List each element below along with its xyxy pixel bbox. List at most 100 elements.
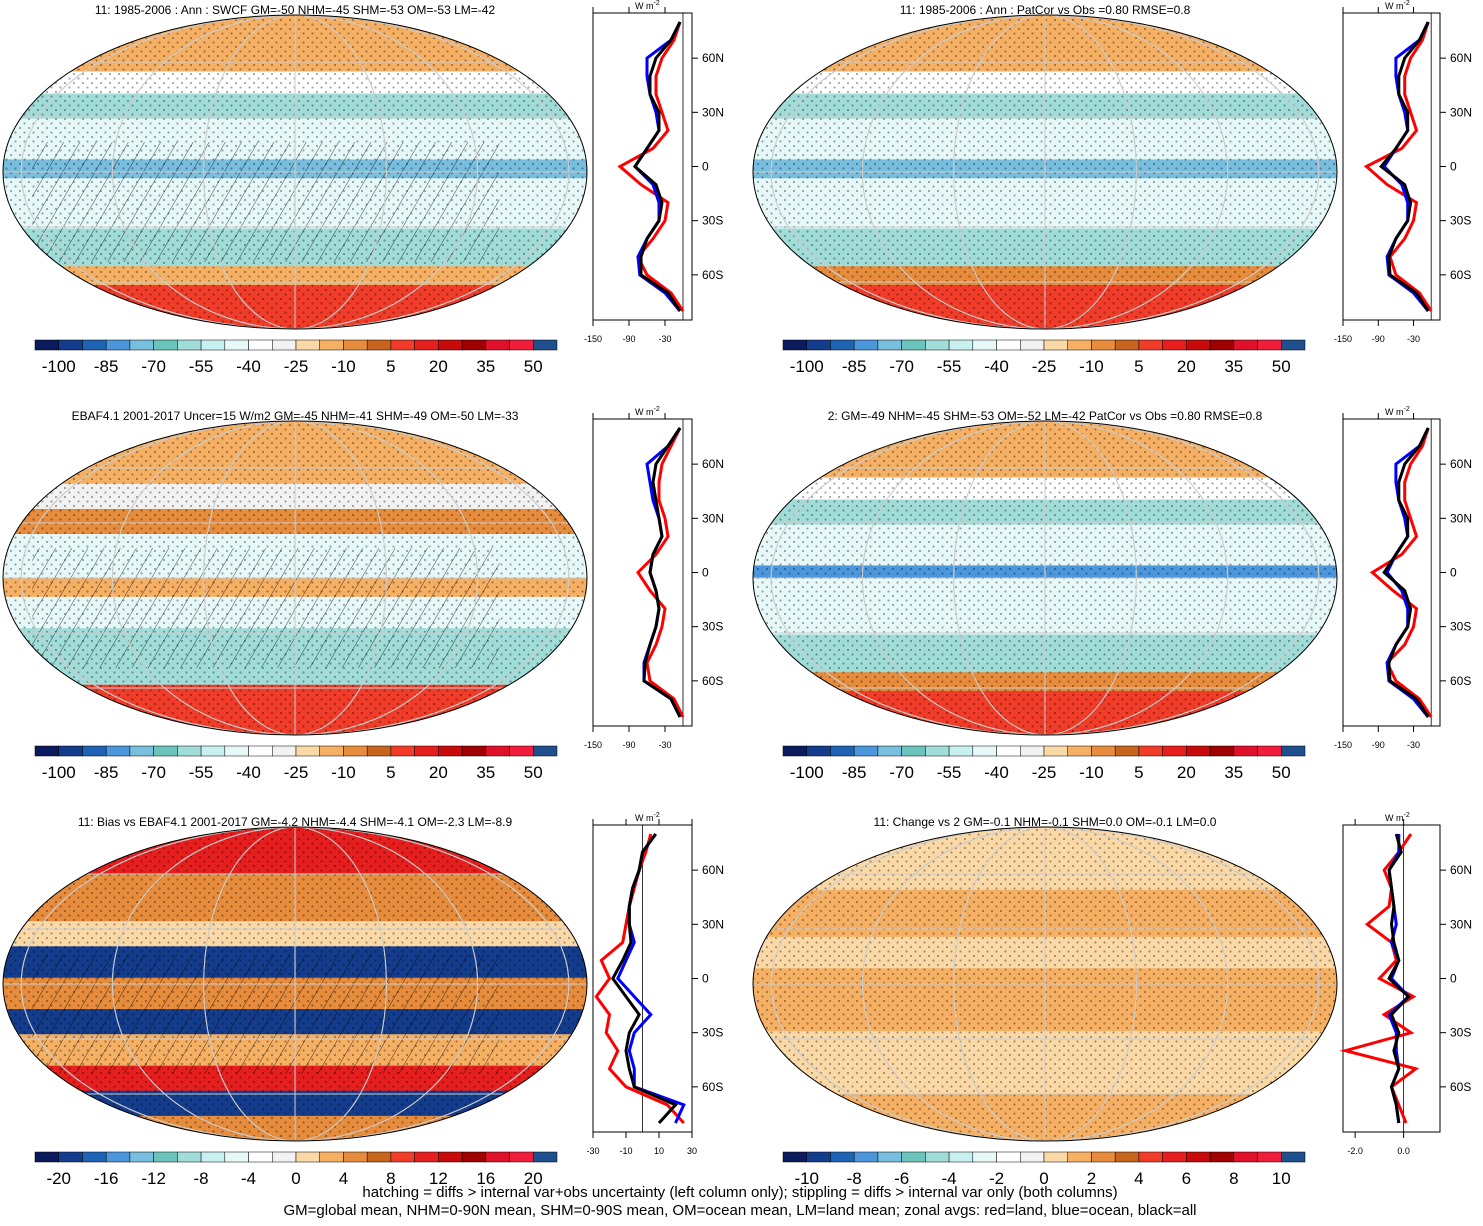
colorbar-label: -4	[241, 1169, 256, 1188]
x-tick-label: -150	[584, 334, 602, 344]
colorbar-label: 50	[1272, 763, 1291, 782]
colorbar-swatch	[533, 1152, 557, 1162]
x-tick-label: 10	[654, 1146, 664, 1156]
y-tick-label: 60N	[1450, 457, 1472, 471]
colorbar-swatch	[462, 746, 486, 756]
colorbar-swatch	[106, 746, 130, 756]
colorbar-swatch	[249, 746, 273, 756]
colorbar-swatch	[201, 340, 225, 350]
colorbar-swatch	[59, 340, 83, 350]
colorbar-label: 5	[386, 763, 395, 782]
colorbar-swatch	[925, 746, 949, 756]
colorbar-swatch	[391, 746, 415, 756]
colorbar-swatch	[510, 340, 534, 350]
colorbar-label: 0	[291, 1169, 300, 1188]
colorbar-swatch	[1068, 746, 1092, 756]
colorbar-swatch	[106, 340, 130, 350]
colorbar-swatch	[177, 340, 201, 350]
zonal-line	[620, 22, 683, 311]
zonal-line	[596, 834, 684, 1123]
colorbar-swatch	[925, 340, 949, 350]
colorbar-label: -85	[94, 357, 119, 376]
zonal-line	[618, 834, 684, 1123]
y-tick-label: 60S	[702, 674, 723, 688]
colorbar-label: -25	[284, 357, 309, 376]
colorbar-swatch	[1210, 746, 1234, 756]
colorbar-swatch	[296, 746, 320, 756]
colorbar-swatch	[878, 746, 902, 756]
colorbar-label: 2	[1087, 1169, 1096, 1188]
colorbar-swatch	[1091, 1152, 1115, 1162]
colorbar-swatch	[997, 746, 1021, 756]
units-text: W m	[1385, 813, 1404, 823]
colorbar-swatch	[510, 746, 534, 756]
units-sup: -2	[654, 812, 660, 819]
units-text: W m	[1385, 407, 1404, 417]
colorbar-swatch	[1115, 746, 1139, 756]
units-sup: -2	[1404, 406, 1410, 413]
colorbar-swatch	[1068, 1152, 1092, 1162]
colorbar-swatch	[1068, 340, 1092, 350]
colorbar-swatch	[367, 340, 391, 350]
y-tick-label: 60N	[1450, 863, 1472, 877]
colorbar-swatch	[997, 340, 1021, 350]
colorbar-label: -55	[189, 763, 214, 782]
colorbar-swatch	[1234, 340, 1258, 350]
colorbar-label: -55	[937, 763, 962, 782]
colorbar-label: 35	[476, 357, 495, 376]
colorbar-swatch	[854, 746, 878, 756]
x-tick-label: -30	[586, 1146, 599, 1156]
colorbar-swatch	[1091, 340, 1115, 350]
x-tick-label: -90	[622, 334, 635, 344]
colorbar-swatch	[130, 340, 154, 350]
y-tick-label: 0	[702, 160, 709, 174]
units-sup: -2	[1404, 812, 1410, 819]
colorbar-label: -70	[889, 357, 914, 376]
y-tick-label: 60N	[702, 51, 724, 65]
colorbar-label: 20	[1177, 763, 1196, 782]
colorbar-swatch	[902, 746, 926, 756]
colorbar-swatch	[201, 746, 225, 756]
x-tick-label: -90	[1372, 740, 1385, 750]
colorbar-label: 20	[429, 357, 448, 376]
colorbar-swatch	[807, 1152, 831, 1162]
y-tick-label: 0	[1450, 160, 1457, 174]
colorbar-swatch	[854, 340, 878, 350]
y-tick-label: 60N	[702, 457, 724, 471]
hatching	[32, 142, 499, 262]
colorbar-label: -70	[141, 763, 166, 782]
colorbar-swatch	[1115, 1152, 1139, 1162]
colorbar-swatch	[533, 340, 557, 350]
colorbar-label: -12	[141, 1169, 166, 1188]
colorbar-swatch	[415, 746, 439, 756]
units-sup: -2	[654, 0, 660, 7]
colorbar-swatch	[320, 340, 344, 350]
colorbar-swatch	[391, 340, 415, 350]
x-tick-label: -150	[584, 740, 602, 750]
units: W m-2	[1385, 812, 1410, 823]
colorbar-label: 4	[339, 1169, 348, 1188]
units: W m-2	[635, 0, 660, 11]
colorbar-label: 20	[1177, 357, 1196, 376]
colorbar-swatch	[249, 1152, 273, 1162]
colorbar-swatch	[343, 746, 367, 756]
map	[3, 827, 587, 1142]
colorbar-label: 8	[386, 1169, 395, 1188]
colorbar-label: -16	[94, 1169, 119, 1188]
zonal-line	[1345, 834, 1415, 1123]
colorbar-swatch	[130, 746, 154, 756]
colorbar-label: -85	[842, 763, 867, 782]
colorbar-swatch	[878, 1152, 902, 1162]
colorbar-swatch	[343, 1152, 367, 1162]
colorbar-swatch	[533, 746, 557, 756]
zonal-line	[1367, 22, 1432, 311]
colorbar-swatch	[1139, 746, 1163, 756]
colorbar-label: 35	[476, 763, 495, 782]
colorbar-swatch	[272, 746, 296, 756]
y-tick-label: 0	[702, 566, 709, 580]
colorbar-swatch	[154, 340, 178, 350]
colorbar-label: -25	[1032, 357, 1057, 376]
colorbar-swatch	[783, 746, 807, 756]
colorbar-swatch	[415, 1152, 439, 1162]
